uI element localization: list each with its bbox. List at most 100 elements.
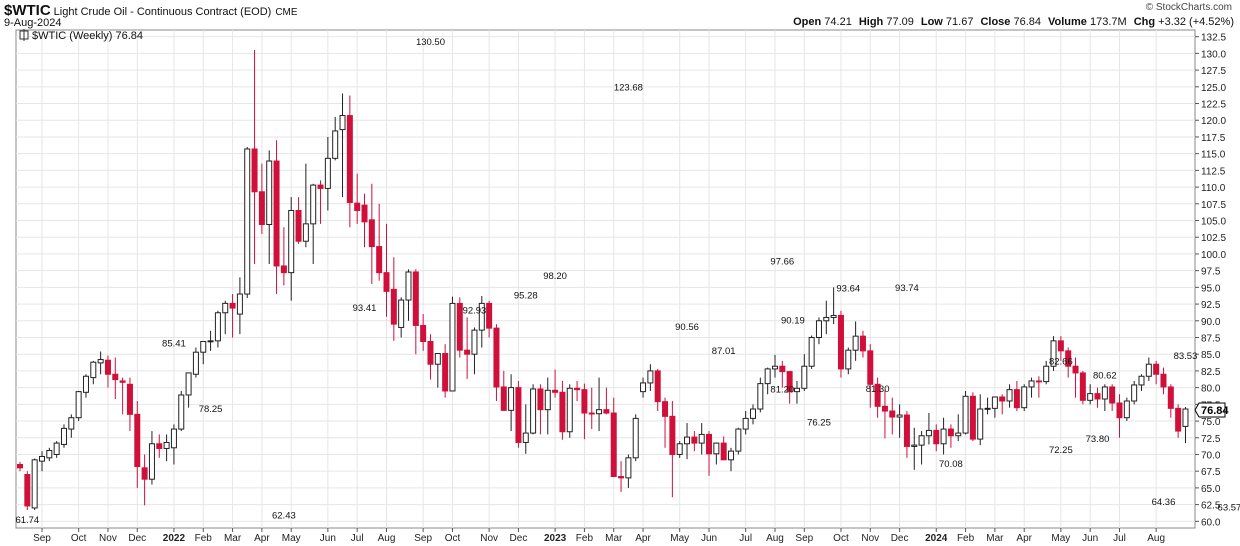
x-tick-label: Mar bbox=[986, 533, 1004, 544]
candle-body bbox=[493, 327, 500, 388]
candle bbox=[412, 269, 419, 355]
candle bbox=[999, 394, 1006, 415]
x-tick-label: 2022 bbox=[163, 533, 186, 544]
candle bbox=[508, 374, 515, 432]
candle-body bbox=[383, 272, 390, 292]
y-tick-label: 125.0 bbox=[1201, 83, 1226, 94]
y-tick-label: 132.5 bbox=[1201, 33, 1226, 44]
candle bbox=[625, 454, 632, 488]
x-tick-label: Apr bbox=[254, 533, 270, 544]
candle-body bbox=[185, 372, 192, 396]
candle bbox=[119, 377, 126, 415]
candle bbox=[1043, 360, 1050, 385]
candle-body bbox=[786, 371, 793, 393]
x-tick-label: Oct bbox=[71, 533, 87, 544]
x-tick-label: Sep bbox=[795, 533, 813, 544]
candle-body bbox=[478, 302, 485, 331]
candle bbox=[222, 300, 229, 335]
candle-body bbox=[793, 387, 800, 393]
candle-body bbox=[991, 396, 998, 409]
candle-body bbox=[273, 160, 280, 267]
candle-body bbox=[258, 191, 265, 226]
y-tick-label: 65.0 bbox=[1201, 484, 1221, 495]
y-tick-label: 102.5 bbox=[1201, 233, 1226, 244]
candle-body bbox=[500, 386, 507, 411]
candle-body bbox=[1050, 340, 1057, 367]
open-label: Open bbox=[793, 16, 822, 28]
candle bbox=[354, 173, 361, 224]
price-annotation: 76.25 bbox=[807, 417, 831, 428]
candle-body bbox=[735, 428, 742, 452]
candle bbox=[339, 93, 346, 198]
candle-body bbox=[31, 459, 38, 509]
low-value: 71.67 bbox=[945, 16, 974, 28]
candle-body bbox=[977, 408, 984, 440]
candle bbox=[244, 146, 251, 299]
candle-body bbox=[75, 391, 82, 419]
candle bbox=[1109, 384, 1116, 412]
x-tick-label: Nov bbox=[99, 533, 117, 544]
candle bbox=[46, 447, 53, 462]
candle bbox=[24, 471, 31, 510]
x-tick-label: Jul bbox=[1113, 533, 1126, 544]
candle-body bbox=[940, 428, 947, 445]
candle-body bbox=[522, 432, 529, 443]
candle bbox=[170, 424, 177, 465]
candle-body bbox=[251, 148, 258, 193]
y-tick-label: 60.0 bbox=[1201, 517, 1221, 528]
candles bbox=[17, 50, 1189, 510]
candle-body bbox=[192, 351, 199, 375]
y-tick-label: 95.0 bbox=[1201, 283, 1221, 294]
price-annotation: 63.57 bbox=[1218, 502, 1240, 513]
last-price-marker: 76.84 bbox=[1194, 402, 1229, 418]
price-annotation: 82.66 bbox=[1049, 357, 1073, 368]
price-annotation: 93.74 bbox=[895, 283, 919, 294]
candle bbox=[405, 269, 412, 321]
x-tick-label: Mar bbox=[605, 533, 623, 544]
candle-body bbox=[346, 115, 353, 203]
candle bbox=[962, 390, 969, 435]
candle bbox=[456, 297, 463, 358]
candle-body bbox=[764, 368, 771, 385]
price-annotation: 98.20 bbox=[543, 271, 567, 282]
price-annotation: 73.80 bbox=[1086, 434, 1110, 445]
candle-body bbox=[647, 370, 654, 384]
candle-body bbox=[933, 429, 940, 445]
candle bbox=[903, 411, 910, 458]
candle-body bbox=[574, 387, 581, 391]
x-tick-label: Nov bbox=[861, 533, 879, 544]
candle-body bbox=[1043, 365, 1050, 383]
candle bbox=[68, 414, 75, 438]
candle bbox=[764, 367, 771, 395]
candle-body bbox=[222, 302, 229, 314]
candle-body bbox=[405, 271, 412, 301]
candle bbox=[288, 197, 295, 301]
y-tick-label: 90.0 bbox=[1201, 317, 1221, 328]
exchange: CME bbox=[275, 7, 298, 18]
price-annotation: 72.25 bbox=[1049, 445, 1073, 456]
candle bbox=[486, 300, 493, 338]
candle-body bbox=[339, 115, 346, 131]
candle bbox=[266, 150, 273, 264]
price-annotation: 97.66 bbox=[770, 256, 794, 267]
candle bbox=[236, 277, 243, 335]
candle-body bbox=[17, 463, 23, 469]
candle-body bbox=[214, 312, 221, 342]
candle-body bbox=[969, 395, 976, 440]
candle bbox=[1035, 376, 1042, 398]
candle-body bbox=[178, 394, 185, 430]
candle-body bbox=[24, 474, 31, 507]
candle bbox=[1028, 377, 1035, 398]
candle-body bbox=[376, 246, 383, 274]
candle-body bbox=[566, 387, 573, 433]
candle-body bbox=[449, 302, 456, 392]
candle-body bbox=[148, 443, 155, 480]
candle bbox=[1167, 384, 1174, 418]
candle bbox=[669, 400, 676, 498]
x-tick-label: Apr bbox=[1016, 533, 1032, 544]
candle-body bbox=[471, 329, 478, 355]
y-tick-label: 97.5 bbox=[1201, 267, 1221, 278]
candle-body bbox=[808, 336, 815, 367]
price-annotation: 62.43 bbox=[272, 510, 296, 521]
